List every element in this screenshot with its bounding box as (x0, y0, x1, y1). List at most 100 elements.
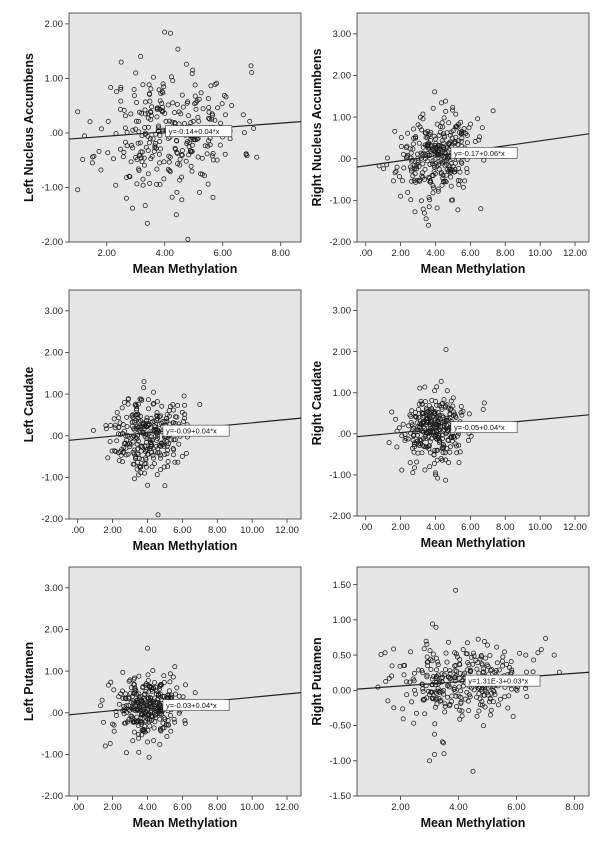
data-point (429, 676, 435, 682)
data-point (145, 672, 151, 678)
data-point (436, 159, 442, 165)
data-point (153, 443, 159, 449)
data-point (152, 680, 157, 686)
data-point (134, 181, 140, 187)
data-point (160, 442, 166, 448)
data-point (448, 406, 454, 412)
data-point (128, 685, 134, 691)
data-point (175, 403, 181, 408)
data-point (441, 672, 447, 678)
data-point (105, 455, 111, 461)
data-points (98, 645, 198, 760)
x-axis-label: Mean Methylation (133, 262, 238, 276)
data-point (162, 716, 168, 722)
data-point (401, 672, 407, 678)
data-point (425, 153, 431, 158)
data-point (137, 719, 143, 725)
data-point (118, 86, 124, 92)
data-point (412, 209, 418, 215)
data-point (215, 105, 221, 111)
data-point (433, 655, 439, 661)
x-tick-label: 4.00 (155, 248, 174, 259)
data-point (117, 146, 123, 152)
data-point (162, 483, 168, 489)
y-axis-label: Right Putamen (310, 637, 324, 725)
data-point (183, 450, 189, 456)
data-point (135, 452, 141, 457)
data-point (430, 621, 435, 627)
data-point (175, 46, 181, 52)
data-point (197, 189, 202, 195)
data-point (143, 439, 149, 445)
data-point (174, 414, 180, 420)
data-point (438, 675, 444, 681)
data-point (139, 159, 145, 164)
data-point (428, 138, 434, 143)
data-point (113, 709, 119, 715)
data-point (130, 698, 136, 704)
data-point (424, 674, 430, 680)
data-point (449, 435, 454, 441)
data-point (442, 134, 448, 140)
data-point (75, 187, 81, 193)
data-point (111, 156, 116, 162)
data-point (477, 702, 483, 708)
data-point (132, 447, 138, 453)
data-point (169, 194, 175, 200)
data-point (154, 114, 160, 120)
data-point (449, 135, 455, 141)
data-point (488, 668, 494, 673)
y-tick-label: 3.00 (333, 29, 352, 40)
data-point (454, 450, 460, 456)
data-point (489, 690, 495, 696)
data-point (410, 437, 416, 443)
data-point (508, 659, 514, 664)
x-tick-label: 8.00 (208, 802, 227, 813)
data-point (179, 197, 185, 203)
data-point (403, 145, 409, 151)
data-point (131, 426, 137, 432)
data-point (430, 183, 436, 189)
data-point (432, 696, 438, 702)
data-point (154, 105, 160, 111)
fit-equation-label: y=-0.14+0.04*x (169, 127, 220, 136)
data-point (140, 176, 146, 182)
data-point (205, 96, 211, 102)
data-point (150, 401, 156, 407)
data-point (181, 393, 187, 399)
y-tick-label: 2.00 (333, 71, 352, 82)
x-tick-label: 2.00 (391, 248, 410, 259)
data-point (161, 464, 167, 470)
x-tick-label: 8.00 (496, 248, 515, 259)
data-point (419, 668, 425, 674)
x-tick-label: 6.00 (213, 248, 232, 259)
data-point (513, 686, 519, 692)
data-point (143, 144, 149, 150)
data-point (131, 93, 137, 99)
data-point (154, 413, 160, 419)
data-point (452, 678, 458, 684)
data-point (152, 449, 158, 455)
data-point (465, 438, 471, 443)
data-point (481, 669, 487, 675)
data-point (89, 160, 95, 166)
data-point (184, 100, 190, 106)
data-point (209, 116, 215, 122)
data-point (123, 452, 129, 458)
data-point (411, 720, 417, 726)
data-point (125, 441, 131, 447)
data-point (430, 190, 436, 196)
data-point (142, 470, 148, 476)
data-point (502, 649, 507, 655)
data-point (157, 181, 163, 187)
data-point (438, 378, 444, 384)
data-point (476, 708, 482, 714)
data-point (167, 413, 172, 419)
data-point (432, 752, 437, 757)
data-point (142, 203, 148, 209)
data-point (118, 59, 124, 65)
data-point (158, 146, 163, 152)
data-point (442, 703, 448, 709)
data-point (459, 713, 465, 719)
data-point (147, 695, 153, 701)
